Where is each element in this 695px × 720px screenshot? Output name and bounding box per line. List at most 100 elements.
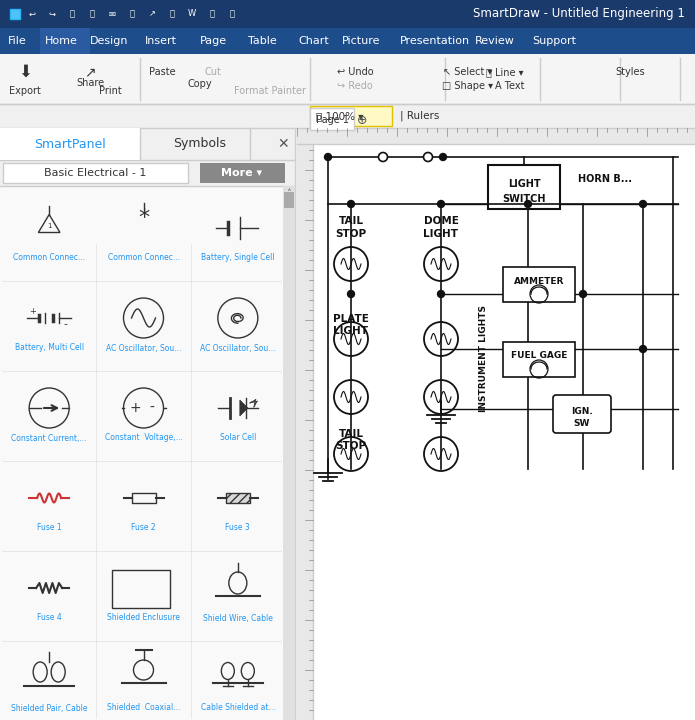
Circle shape: [580, 290, 587, 297]
Text: Copy: Copy: [188, 79, 212, 89]
Bar: [488, 165, 560, 209]
Bar: [131, 493, 156, 503]
Text: TAIL: TAIL: [338, 216, 363, 226]
Bar: [0, 128, 295, 720]
FancyBboxPatch shape: [553, 395, 611, 433]
Text: Fuse 1: Fuse 1: [37, 523, 61, 533]
Text: Cable Shielded at...: Cable Shielded at...: [201, 703, 275, 713]
Text: Constant Current,...: Constant Current,...: [11, 433, 87, 443]
Text: LIGHT: LIGHT: [334, 326, 368, 336]
Bar: [284, 192, 294, 208]
Text: Picture: Picture: [342, 36, 380, 46]
Text: -: -: [149, 401, 154, 415]
Text: ↪: ↪: [49, 9, 56, 19]
Text: SmartPanel: SmartPanel: [34, 138, 106, 150]
Text: Cut: Cut: [204, 67, 222, 77]
Text: Presentation: Presentation: [400, 36, 470, 46]
Text: ↖ Select ▾: ↖ Select ▾: [443, 67, 493, 77]
Text: Shield Wire, Cable: Shield Wire, Cable: [203, 613, 272, 623]
Text: Print: Print: [99, 86, 122, 96]
Text: AC Oscillator, Sou...: AC Oscillator, Sou...: [106, 343, 181, 353]
Text: ↩: ↩: [28, 9, 35, 19]
Text: | Rulers: | Rulers: [400, 111, 439, 121]
Text: Paste: Paste: [149, 67, 175, 77]
Text: SmartDraw - Untitled Engineering 1: SmartDraw - Untitled Engineering 1: [473, 7, 685, 20]
Text: AMMETER: AMMETER: [514, 276, 564, 286]
Text: Insert: Insert: [145, 36, 177, 46]
Text: Battery, Multi Cell: Battery, Multi Cell: [15, 343, 83, 353]
Text: ⬜: ⬜: [170, 9, 174, 19]
Circle shape: [639, 346, 646, 353]
Text: 💾: 💾: [90, 9, 95, 19]
Text: Common Connec...: Common Connec...: [13, 253, 85, 263]
Circle shape: [348, 290, 354, 297]
Text: ⬜: ⬜: [209, 9, 215, 19]
Text: AC Oscillator, Sou...: AC Oscillator, Sou...: [200, 343, 275, 353]
Text: ✕: ✕: [277, 137, 289, 151]
Bar: [503, 342, 575, 377]
Text: HORN B...: HORN B...: [578, 174, 632, 184]
Circle shape: [325, 153, 332, 161]
Text: +: +: [130, 401, 141, 415]
Text: Shielded  Coaxial...: Shielded Coaxial...: [107, 703, 180, 713]
Text: 1: 1: [47, 223, 51, 229]
Bar: [40, 28, 90, 54]
Bar: [297, 128, 695, 144]
Text: INSTRUMENT LIGHTS: INSTRUMENT LIGHTS: [478, 305, 487, 413]
Bar: [0, 28, 695, 54]
Bar: [226, 493, 250, 503]
Bar: [0, 54, 695, 104]
Circle shape: [437, 200, 445, 207]
Text: SW: SW: [574, 420, 590, 428]
Text: 🔍 100% ▾: 🔍 100% ▾: [316, 111, 363, 121]
Text: ↗: ↗: [149, 9, 156, 19]
Text: SWITCH: SWITCH: [502, 194, 546, 204]
Text: *: *: [138, 208, 149, 228]
Bar: [0, 128, 140, 160]
Bar: [297, 128, 695, 720]
Text: ⌒ Line ▾: ⌒ Line ▾: [486, 67, 524, 77]
Text: Home: Home: [45, 36, 78, 46]
Bar: [310, 106, 392, 126]
Text: Battery, Single Cell: Battery, Single Cell: [201, 253, 275, 263]
Text: Review: Review: [475, 36, 515, 46]
Text: Page: Page: [200, 36, 227, 46]
Text: Basic Electrical - 1: Basic Electrical - 1: [44, 168, 146, 178]
Text: STOP: STOP: [336, 441, 366, 451]
Circle shape: [348, 200, 354, 207]
Text: A Text: A Text: [496, 81, 525, 91]
Circle shape: [525, 200, 532, 207]
Text: LIGHT: LIGHT: [423, 229, 459, 239]
Text: STOP: STOP: [336, 229, 366, 239]
Bar: [0, 128, 295, 160]
Text: W: W: [188, 9, 196, 19]
Bar: [0, 160, 295, 186]
Bar: [111, 570, 170, 608]
Text: ↩ Undo: ↩ Undo: [336, 67, 373, 77]
Text: ⬜: ⬜: [70, 9, 74, 19]
Text: ⬜: ⬜: [229, 9, 234, 19]
Text: Table: Table: [248, 36, 277, 46]
Bar: [3, 163, 188, 183]
Text: File: File: [8, 36, 26, 46]
Text: ⊕: ⊕: [357, 114, 367, 127]
Text: Design: Design: [90, 36, 129, 46]
Circle shape: [423, 153, 432, 161]
Text: Shielded Pair, Cable: Shielded Pair, Cable: [11, 703, 88, 713]
Text: LIGHT: LIGHT: [507, 179, 540, 189]
Text: FUEL GAGE: FUEL GAGE: [511, 351, 567, 361]
Text: Fuse 4: Fuse 4: [37, 613, 62, 623]
Text: Chart: Chart: [298, 36, 329, 46]
Bar: [0, 104, 695, 128]
Text: Page 1: Page 1: [316, 115, 348, 125]
Circle shape: [379, 153, 388, 161]
Text: Common Connec...: Common Connec...: [108, 253, 179, 263]
Polygon shape: [240, 400, 248, 416]
Circle shape: [639, 200, 646, 207]
Text: Fuse 3: Fuse 3: [225, 523, 250, 533]
Text: Constant  Voltage,...: Constant Voltage,...: [105, 433, 182, 443]
Bar: [0, 0, 695, 28]
Text: □ Shape ▾: □ Shape ▾: [443, 81, 493, 91]
Bar: [200, 163, 285, 183]
Text: Format Painter: Format Painter: [234, 86, 306, 96]
